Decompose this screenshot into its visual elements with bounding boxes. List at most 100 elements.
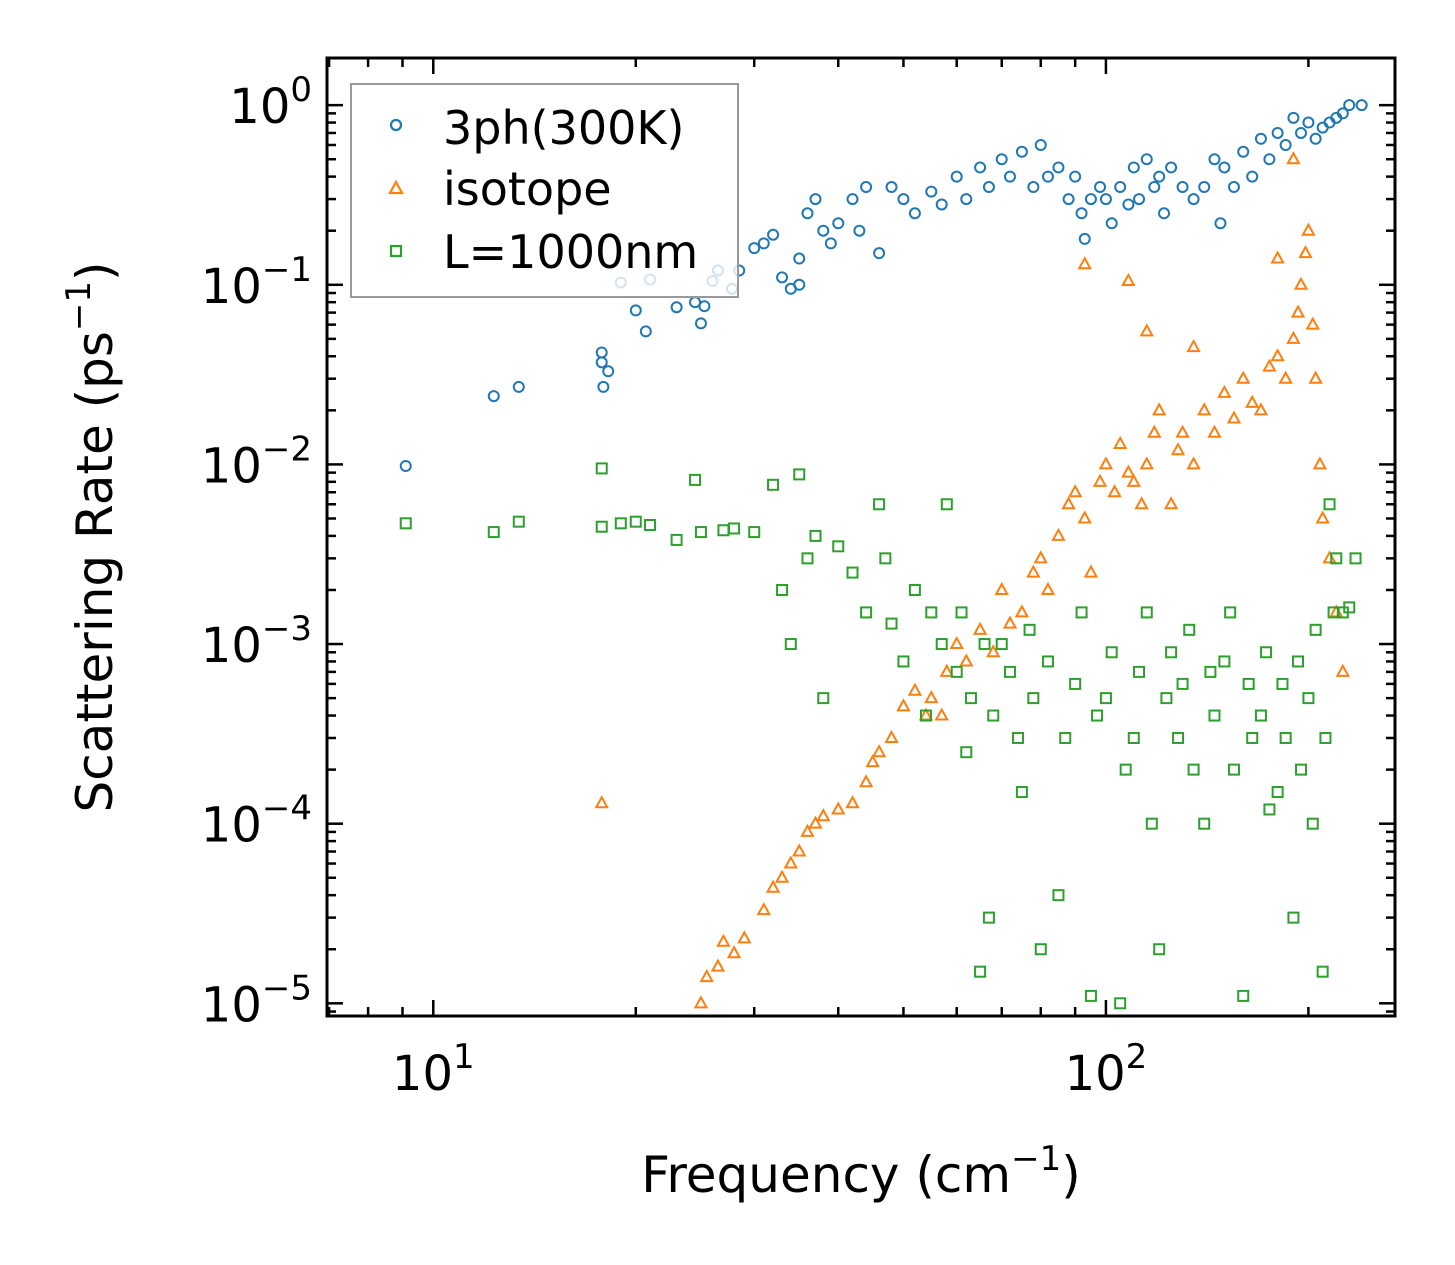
y-axis-label: Scattering Rate (ps−1) <box>59 261 124 812</box>
data-point-square <box>1260 646 1273 659</box>
tick-labels: 101 102 100 10−1 10−2 10−3 10−4 10−5 <box>201 70 1147 1102</box>
data-point-circle <box>767 228 780 241</box>
data-point-triangle <box>1270 348 1285 362</box>
data-point-triangle <box>972 621 988 635</box>
data-point-circle <box>597 380 610 393</box>
data-point-square <box>1263 803 1276 816</box>
data-point-triangle <box>939 663 954 677</box>
data-point-triangle <box>1061 496 1076 510</box>
data-point-square <box>1208 709 1221 722</box>
data-point-circle <box>487 390 500 403</box>
data-point-square <box>1276 677 1289 690</box>
data-point-triangle <box>1301 222 1316 236</box>
data-point-triangle <box>934 707 949 721</box>
data-point-square <box>1306 817 1319 830</box>
data-point-circle <box>1316 121 1329 134</box>
data-point-square <box>629 515 642 528</box>
data-point-triangle <box>710 958 726 972</box>
data-point-triangle <box>756 902 771 916</box>
data-point-square <box>1052 889 1065 902</box>
data-point-circle <box>935 198 948 211</box>
data-point-circle <box>1003 170 1016 183</box>
data-point-circle <box>950 170 963 183</box>
data-point-triangle <box>693 995 709 1009</box>
data-point-circle <box>1034 138 1047 151</box>
data-point-circle <box>1094 181 1107 194</box>
data-point-square <box>1084 989 1097 1002</box>
data-point-circle <box>1114 181 1127 194</box>
data-point-triangle <box>1207 424 1222 438</box>
data-point-triangle <box>1112 435 1128 449</box>
legend-marker-triangle-icon <box>388 179 404 195</box>
data-point-square <box>1041 655 1054 668</box>
data-point-circle <box>1078 232 1091 245</box>
y-tick-label: 10−1 <box>201 250 312 315</box>
data-point-square <box>809 529 822 542</box>
data-point-square <box>1105 646 1118 659</box>
x-tick-label: 102 <box>1065 1037 1148 1102</box>
data-point-circle <box>757 237 770 250</box>
data-point-circle <box>1208 153 1221 166</box>
data-point-square <box>1176 677 1189 690</box>
data-point-triangle <box>1245 394 1260 408</box>
data-point-circle <box>1069 170 1082 183</box>
data-point-circle <box>1246 170 1259 183</box>
y-tick-label: 10−2 <box>201 429 312 494</box>
y-tick-label: 10−4 <box>201 789 312 854</box>
data-point-circle <box>793 252 806 265</box>
data-point-square <box>1309 623 1322 636</box>
data-point-triangle <box>1305 316 1320 330</box>
data-point-triangle <box>1217 384 1232 398</box>
data-point-square <box>793 468 806 481</box>
data-point-circle <box>629 304 642 317</box>
data-point-circle <box>1153 170 1166 183</box>
data-point-square <box>1034 943 1047 956</box>
data-point-triangle <box>949 635 964 650</box>
y-tick-label: 10−3 <box>201 609 312 674</box>
data-point-circle <box>897 193 910 206</box>
data-point-circle <box>1263 153 1276 166</box>
data-point-circle <box>1041 170 1054 183</box>
data-point-triangle <box>1092 473 1108 487</box>
data-point-square <box>1059 731 1072 744</box>
data-point-circle <box>776 271 789 284</box>
data-point-circle <box>639 325 652 338</box>
data-point-circle <box>748 242 761 255</box>
data-point-triangle <box>1098 456 1114 470</box>
data-point-circle <box>1122 198 1135 211</box>
data-point-triangle <box>986 644 1001 658</box>
data-point-triangle <box>1121 464 1136 478</box>
data-point-square <box>1183 623 1196 636</box>
data-point-square <box>1127 731 1140 744</box>
data-point-circle <box>1133 193 1146 206</box>
data-point-triangle <box>959 653 974 667</box>
data-point-triangle <box>1107 484 1122 498</box>
data-point-triangle <box>1151 402 1167 416</box>
data-point-triangle <box>1083 564 1099 578</box>
y-tick-label: 100 <box>229 70 312 135</box>
data-point-circle <box>1084 193 1097 206</box>
data-point-circle <box>1027 181 1040 194</box>
data-point-circle <box>1105 217 1118 230</box>
data-point-triangle <box>1134 496 1149 510</box>
data-point-circle <box>1302 116 1315 129</box>
data-point-square <box>1295 763 1308 776</box>
data-point-square <box>614 517 627 530</box>
data-point-square <box>1279 731 1292 744</box>
data-point-triangle <box>1033 550 1048 564</box>
data-point-square <box>897 655 910 668</box>
data-point-square <box>1133 665 1146 678</box>
data-point-circle <box>1075 207 1088 220</box>
data-point-triangle <box>716 933 731 947</box>
data-point-triangle <box>1293 276 1309 290</box>
data-point-square <box>817 692 830 705</box>
data-point-circle <box>846 193 859 206</box>
data-point-circle <box>1355 99 1368 112</box>
data-point-triangle <box>783 855 798 869</box>
plot-frame <box>325 56 1397 1018</box>
data-point-circle <box>1343 99 1356 112</box>
data-point-square <box>717 524 730 537</box>
data-point-square <box>940 498 953 511</box>
data-point-triangle <box>1121 272 1136 286</box>
data-point-square <box>832 540 845 553</box>
